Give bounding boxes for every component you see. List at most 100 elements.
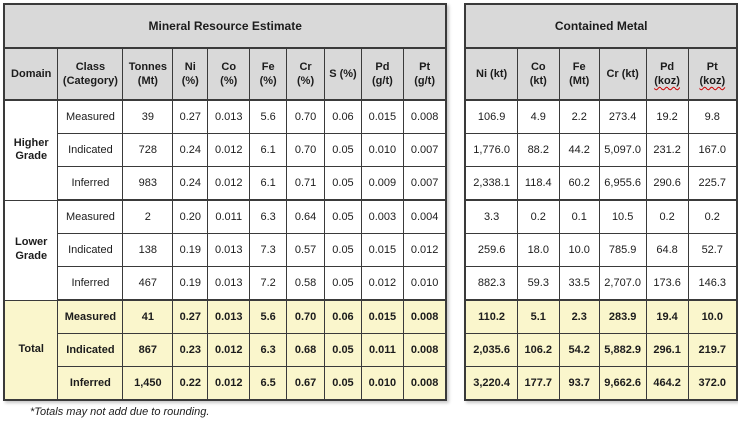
resource-cell-pt: 0.007: [402, 133, 447, 167]
resource-cell-ni: 0.19: [172, 266, 209, 301]
metal-cell-ni: 1,776.0: [464, 133, 518, 167]
metal-cell-co: 0.2: [516, 199, 560, 234]
resource-cell-pd: 0.011: [360, 333, 404, 367]
resource-cell-tonnes: 983: [122, 166, 174, 201]
resource-cell-cr: 0.70: [286, 299, 326, 334]
class-cell: Indicated: [57, 333, 124, 367]
metal-cell-cr: 273.4: [598, 99, 647, 134]
resource-cell-s: 0.05: [324, 366, 362, 401]
resource-cell-ni: 0.20: [172, 199, 209, 234]
metal-row: 882.3 59.3 33.5 2,707.0 173.6 146.3: [464, 266, 738, 301]
metal-cell-cr: 5,882.9: [598, 333, 647, 367]
resource-cell-s: 0.05: [324, 133, 362, 167]
resource-cell-fe: 6.1: [249, 166, 288, 201]
metal-cell-pt: 372.0: [687, 366, 738, 401]
class-cell: Inferred: [57, 266, 124, 301]
resource-cell-s: 0.05: [324, 333, 362, 367]
resource-cell-pd: 0.015: [360, 233, 404, 267]
resource-cell-tonnes: 467: [122, 266, 174, 301]
mineral-resource-estimate-table: Mineral Resource Estimate Domain Class (Ca…: [3, 3, 448, 401]
resource-cell-pt: 0.010: [402, 266, 447, 301]
metal-cell-cr: 283.9: [598, 299, 647, 334]
metal-cell-pd: 464.2: [645, 366, 689, 401]
resource-cell-fe: 6.5: [249, 366, 288, 401]
resource-cell-pd: 0.003: [360, 199, 404, 234]
metal-cell-fe: 2.3: [558, 299, 600, 334]
class-cell: Indicated: [57, 133, 124, 167]
metal-cell-ni: 2,035.6: [464, 333, 518, 367]
resource-column-header-pt: Pt (g/t): [402, 47, 447, 101]
metal-row: 106.9 4.9 2.2 273.4 19.2 9.8: [464, 99, 738, 134]
metal-cell-fe: 10.0: [558, 233, 600, 267]
resource-cell-pd: 0.009: [360, 166, 404, 201]
class-cell: Measured: [57, 99, 124, 134]
metal-cell-fe: 60.2: [558, 166, 600, 201]
resource-column-header-cr: Cr (%): [286, 47, 326, 101]
metal-cell-fe: 0.1: [558, 199, 600, 234]
metal-column-header-pt: Pt (koz): [687, 47, 738, 101]
resource-row: Lower Grade Measured 2 0.20 0.011 6.3 0.64 0.05…: [3, 199, 447, 301]
metal-row: 2,338.1 118.4 60.2 6,955.6 290.6 225.7: [464, 166, 738, 201]
metal-cell-fe: 33.5: [558, 266, 600, 301]
resource-cell-s: 0.05: [324, 233, 362, 267]
metal-cell-pd: 64.8: [645, 233, 689, 267]
metal-cell-co: 177.7: [516, 366, 560, 401]
resource-column-header-s: S (%): [324, 47, 362, 101]
metal-cell-ni: 882.3: [464, 266, 518, 301]
resource-title-row: Mineral Resource Estimate: [3, 3, 447, 49]
metal-cell-ni: 106.9: [464, 99, 518, 134]
metal-cell-pd: 296.1: [645, 333, 689, 367]
metal-cell-cr: 2,707.0: [598, 266, 647, 301]
metal-cell-ni: 259.6: [464, 233, 518, 267]
metal-cell-pt: 0.2: [687, 199, 738, 234]
metal-row: 1,776.0 88.2 44.2 5,097.0 231.2 167.0: [464, 133, 738, 167]
domain-cell: Lower Grade: [3, 199, 59, 301]
resource-cell-cr: 0.71: [286, 166, 326, 201]
resource-cell-ni: 0.24: [172, 133, 209, 167]
metal-cell-pt: 146.3: [687, 266, 738, 301]
metal-cell-ni: 3.3: [464, 199, 518, 234]
class-cell: Inferred: [57, 166, 124, 201]
domain-cell: Total: [3, 299, 59, 401]
resource-cell-ni: 0.27: [172, 299, 209, 334]
resource-cell-s: 0.06: [324, 99, 362, 134]
metal-cell-pd: 231.2: [645, 133, 689, 167]
resource-cell-s: 0.05: [324, 266, 362, 301]
resource-cell-pt: 0.008: [402, 299, 447, 334]
metal-cell-co: 106.2: [516, 333, 560, 367]
resource-cell-tonnes: 867: [122, 333, 174, 367]
contained-metal-table: Contained Metal Ni (kt) Co (kt) Fe (Mt) Cr (k…: [464, 3, 738, 401]
resource-cell-cr: 0.70: [286, 133, 326, 167]
resource-cell-fe: 5.6: [249, 99, 288, 134]
resource-cell-ni: 0.24: [172, 166, 209, 201]
metal-cell-co: 88.2: [516, 133, 560, 167]
resource-cell-s: 0.05: [324, 166, 362, 201]
metal-cell-co: 118.4: [516, 166, 560, 201]
resource-cell-pd: 0.015: [360, 299, 404, 334]
resource-cell-pt: 0.007: [402, 166, 447, 201]
metal-cell-pt: 52.7: [687, 233, 738, 267]
metal-row: 3,220.4 177.7 93.7 9,662.6 464.2 372.0: [464, 366, 738, 401]
metal-cell-fe: 44.2: [558, 133, 600, 167]
resource-cell-cr: 0.58: [286, 266, 326, 301]
class-cell: Inferred: [57, 366, 124, 401]
resource-cell-s: 0.05: [324, 199, 362, 234]
resource-cell-cr: 0.70: [286, 99, 326, 134]
resource-cell-ni: 0.22: [172, 366, 209, 401]
footnote: *Totals may not add due to rounding.: [30, 406, 210, 418]
metal-cell-fe: 2.2: [558, 99, 600, 134]
domain-cell: Higher Grade: [3, 99, 59, 201]
resource-cell-pd: 0.010: [360, 366, 404, 401]
resource-cell-tonnes: 41: [122, 299, 174, 334]
resource-cell-cr: 0.67: [286, 366, 326, 401]
resource-cell-fe: 6.3: [249, 199, 288, 234]
resource-cell-tonnes: 2: [122, 199, 174, 234]
class-cell: Measured: [57, 299, 124, 334]
metal-cell-cr: 9,662.6: [598, 366, 647, 401]
resource-cell-pt: 0.012: [402, 233, 447, 267]
resource-cell-fe: 6.1: [249, 133, 288, 167]
resource-cell-tonnes: 138: [122, 233, 174, 267]
metal-cell-co: 4.9: [516, 99, 560, 134]
metal-column-header-ni: Ni (kt): [464, 47, 518, 101]
